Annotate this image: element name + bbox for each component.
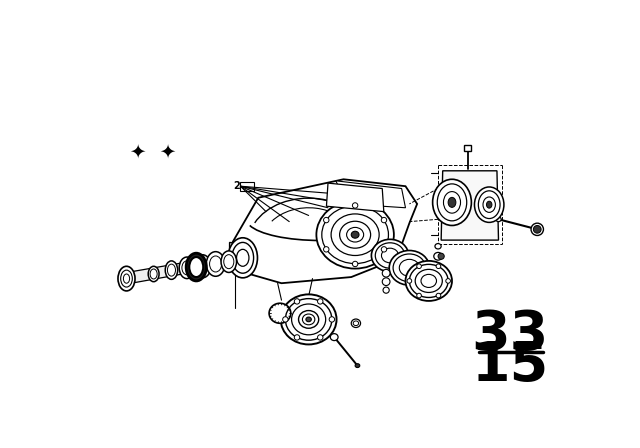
Ellipse shape xyxy=(118,266,135,291)
Ellipse shape xyxy=(435,244,441,249)
Circle shape xyxy=(317,299,323,304)
Ellipse shape xyxy=(148,266,159,282)
Ellipse shape xyxy=(221,251,237,272)
Ellipse shape xyxy=(474,187,504,222)
Circle shape xyxy=(381,217,387,223)
Ellipse shape xyxy=(316,201,394,269)
Ellipse shape xyxy=(351,319,360,327)
Ellipse shape xyxy=(206,252,225,276)
Ellipse shape xyxy=(330,334,338,340)
Polygon shape xyxy=(231,179,417,283)
Circle shape xyxy=(407,279,412,283)
Ellipse shape xyxy=(179,257,195,279)
Ellipse shape xyxy=(281,294,337,345)
Ellipse shape xyxy=(165,261,178,280)
Circle shape xyxy=(417,264,421,268)
Polygon shape xyxy=(326,183,384,211)
Circle shape xyxy=(383,287,389,293)
Circle shape xyxy=(381,247,387,252)
Ellipse shape xyxy=(269,303,291,323)
Circle shape xyxy=(353,261,358,267)
Ellipse shape xyxy=(433,179,472,225)
Circle shape xyxy=(382,269,390,277)
Ellipse shape xyxy=(306,317,311,322)
Ellipse shape xyxy=(186,253,206,281)
Ellipse shape xyxy=(189,257,204,277)
Circle shape xyxy=(294,299,300,304)
Circle shape xyxy=(329,317,335,322)
Ellipse shape xyxy=(434,252,442,260)
Ellipse shape xyxy=(406,261,452,301)
Circle shape xyxy=(317,335,323,340)
Ellipse shape xyxy=(298,310,319,328)
Text: 2: 2 xyxy=(234,181,241,191)
Text: 15: 15 xyxy=(472,339,548,392)
Ellipse shape xyxy=(371,239,408,271)
Circle shape xyxy=(446,279,451,283)
Circle shape xyxy=(294,335,300,340)
Circle shape xyxy=(438,253,444,259)
Ellipse shape xyxy=(355,364,360,367)
Circle shape xyxy=(436,264,441,268)
Circle shape xyxy=(417,293,421,298)
Bar xyxy=(465,145,470,151)
Polygon shape xyxy=(230,242,252,273)
Ellipse shape xyxy=(486,201,492,208)
Polygon shape xyxy=(336,181,406,208)
Polygon shape xyxy=(123,252,243,285)
Circle shape xyxy=(283,317,288,322)
Circle shape xyxy=(531,223,543,236)
Ellipse shape xyxy=(389,250,429,285)
Ellipse shape xyxy=(228,238,257,278)
Bar xyxy=(241,181,254,191)
Text: 33: 33 xyxy=(472,308,548,362)
Circle shape xyxy=(324,247,329,252)
Ellipse shape xyxy=(351,231,359,238)
Circle shape xyxy=(353,203,358,208)
Ellipse shape xyxy=(448,198,456,207)
Circle shape xyxy=(382,278,390,285)
Circle shape xyxy=(436,293,441,298)
Polygon shape xyxy=(441,171,499,240)
Circle shape xyxy=(533,225,541,233)
Ellipse shape xyxy=(194,255,211,278)
Ellipse shape xyxy=(496,217,501,222)
Text: ✦  ✦: ✦ ✦ xyxy=(131,143,177,162)
Circle shape xyxy=(324,217,329,223)
